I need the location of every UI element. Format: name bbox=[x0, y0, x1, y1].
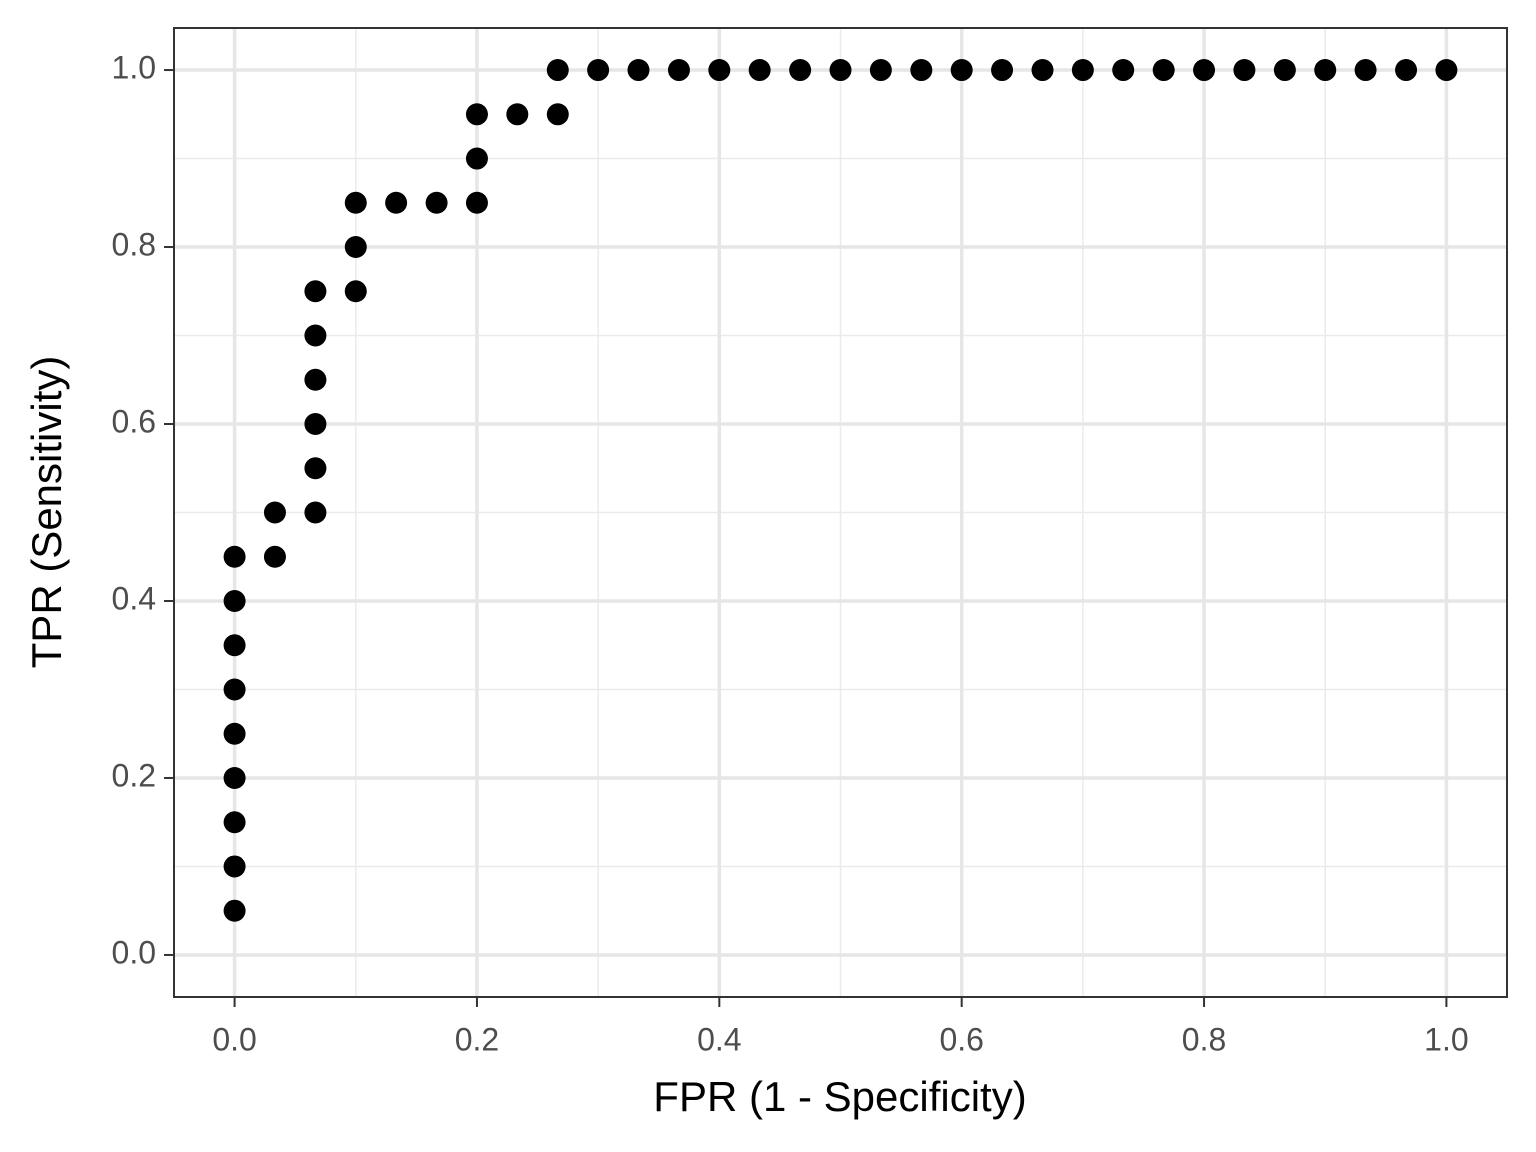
y-tick-label: 0.4 bbox=[112, 580, 156, 616]
point bbox=[223, 722, 246, 745]
point bbox=[1031, 59, 1054, 82]
y-tick-label: 0.6 bbox=[112, 403, 156, 439]
y-tick-label: 0.2 bbox=[112, 757, 156, 793]
x-axis-title: FPR (1 - Specificity) bbox=[653, 1073, 1026, 1120]
x-tick-label: 0.0 bbox=[212, 1021, 256, 1057]
point bbox=[465, 147, 488, 170]
point bbox=[1354, 59, 1377, 82]
point bbox=[708, 59, 731, 82]
point bbox=[425, 191, 448, 214]
x-tick-label: 1.0 bbox=[1424, 1021, 1468, 1057]
axes: 0.0 0.2 0.4 0.6 0.8 1.0 0.0 0.2 0.4 0.6 0.8 1.0 bbox=[112, 49, 1469, 1057]
point bbox=[829, 59, 852, 82]
point bbox=[344, 280, 367, 303]
x-tick-label: 0.8 bbox=[1182, 1021, 1226, 1057]
point bbox=[263, 501, 286, 524]
point bbox=[587, 59, 610, 82]
point bbox=[1112, 59, 1135, 82]
y-tick-label: 0.8 bbox=[112, 226, 156, 262]
point bbox=[1193, 59, 1216, 82]
points bbox=[223, 59, 1458, 922]
y-tick-label: 1.0 bbox=[112, 49, 156, 85]
panel-border bbox=[173, 27, 1508, 998]
point bbox=[546, 59, 569, 82]
point bbox=[263, 545, 286, 568]
point bbox=[506, 103, 529, 126]
point bbox=[465, 191, 488, 214]
point bbox=[950, 59, 973, 82]
point bbox=[465, 103, 488, 126]
point bbox=[1071, 59, 1094, 82]
point bbox=[748, 59, 771, 82]
point bbox=[869, 59, 892, 82]
point bbox=[1152, 59, 1175, 82]
point bbox=[223, 855, 246, 878]
x-tick-label: 0.6 bbox=[939, 1021, 983, 1057]
point bbox=[627, 59, 650, 82]
point bbox=[223, 811, 246, 834]
point bbox=[304, 413, 327, 436]
point bbox=[304, 457, 327, 480]
point bbox=[223, 899, 246, 922]
point bbox=[304, 324, 327, 347]
point bbox=[546, 103, 569, 126]
point bbox=[223, 634, 246, 657]
point bbox=[1273, 59, 1296, 82]
point bbox=[223, 589, 246, 612]
point bbox=[223, 766, 246, 789]
point bbox=[344, 191, 367, 214]
point bbox=[910, 59, 933, 82]
point bbox=[1233, 59, 1256, 82]
x-tick-label: 0.2 bbox=[455, 1021, 499, 1057]
point bbox=[344, 236, 367, 259]
point bbox=[991, 59, 1014, 82]
point bbox=[789, 59, 812, 82]
point bbox=[223, 678, 246, 701]
y-axis-title: TPR (Sensitivity) bbox=[23, 356, 70, 669]
point bbox=[667, 59, 690, 82]
y-tick-label: 0.0 bbox=[112, 934, 156, 970]
point bbox=[1395, 59, 1418, 82]
point bbox=[304, 368, 327, 391]
point bbox=[1314, 59, 1337, 82]
point bbox=[304, 280, 327, 303]
point bbox=[223, 545, 246, 568]
point bbox=[304, 501, 327, 524]
point bbox=[385, 191, 408, 214]
x-tick-label: 0.4 bbox=[697, 1021, 741, 1057]
point bbox=[1435, 59, 1458, 82]
